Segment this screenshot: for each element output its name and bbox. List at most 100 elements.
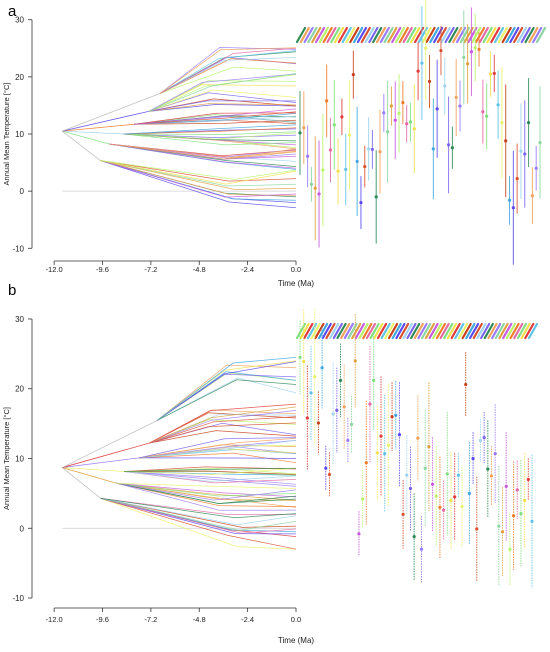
species-label-mark (349, 26, 360, 44)
species-label-mark (360, 26, 371, 44)
data-point (427, 79, 432, 84)
y-axis-label: Annual Mean Temperature [°C] (2, 407, 11, 510)
tree-branch (149, 430, 297, 444)
tree-branch (123, 132, 297, 140)
panel-letter-b: b (8, 282, 17, 299)
species-label-mark (501, 26, 512, 44)
data-point (416, 69, 420, 73)
tree-branch (116, 482, 297, 511)
tree-branch (148, 73, 297, 112)
species-label-mark (476, 322, 487, 340)
species-label-mark (379, 26, 390, 44)
tree-branch (124, 470, 297, 475)
species-label-mark (421, 322, 432, 340)
data-point (462, 55, 466, 60)
tree-branch (62, 93, 161, 132)
tree-branch (62, 467, 125, 472)
tree-branch (138, 452, 297, 464)
data-point (416, 436, 420, 440)
tree-branch (116, 482, 297, 504)
tree-branch (148, 80, 297, 112)
species-label-mark (375, 26, 387, 44)
tree-branch (156, 356, 297, 421)
species-label-mark (439, 322, 450, 340)
data-point (378, 150, 382, 154)
tree-branch (109, 143, 297, 169)
species-label-mark (369, 322, 380, 340)
data-point (511, 206, 515, 210)
species-label-mark (362, 322, 373, 340)
data-point (342, 405, 346, 409)
tree-branch (138, 437, 297, 459)
data-point (419, 547, 424, 551)
species-label-mark (520, 26, 531, 44)
tree-branch (116, 482, 297, 497)
tree-branch (159, 47, 297, 94)
data-point (412, 535, 416, 539)
data-point (320, 366, 324, 370)
tree-branch (138, 439, 297, 459)
data-point (481, 110, 485, 114)
tree-branch (156, 360, 297, 421)
tree-branch (148, 104, 297, 112)
tree-branch (100, 497, 297, 516)
species-label-mark (480, 322, 491, 340)
data-point (456, 473, 460, 477)
species-label-mark (351, 322, 362, 340)
tree-branch (124, 467, 297, 472)
species-label-mark (406, 26, 417, 44)
species-label-mark (410, 26, 421, 44)
data-point (359, 200, 363, 205)
data-point (475, 527, 479, 531)
panel-letter-a: a (8, 3, 17, 20)
species-label-mark (358, 322, 369, 340)
data-point (305, 416, 309, 420)
y-axis-label: Annual Mean Temperature [°C] (2, 83, 11, 186)
species-label-mark (417, 322, 428, 340)
species-label-mark (365, 322, 377, 340)
tree-branch (149, 412, 297, 444)
data-point (328, 148, 333, 152)
species-label-mark (306, 322, 318, 340)
data-point (478, 438, 483, 442)
data-point (526, 120, 531, 125)
data-point (363, 164, 367, 169)
data-point (449, 498, 453, 502)
tree-branch (124, 471, 297, 485)
species-label-mark (413, 322, 424, 340)
tree-branch (62, 130, 124, 135)
species-label-mark (383, 26, 394, 44)
data-point (473, 46, 477, 50)
data-point (434, 494, 438, 498)
species-label-mark (399, 322, 410, 340)
data-point (321, 168, 325, 172)
species-label-mark (454, 322, 465, 340)
data-point (349, 422, 354, 426)
data-point (492, 71, 496, 76)
data-point (420, 61, 424, 65)
panel-a: a -10 0 10 20 30 Annual Mean Temperature [°C]… (0, 0, 550, 300)
data-point (485, 114, 489, 118)
y-tick-label: -10 (12, 244, 24, 253)
data-point (338, 378, 343, 382)
data-point (401, 512, 405, 516)
species-label-mark (387, 26, 398, 44)
tree-branch (148, 89, 297, 112)
data-point (439, 48, 443, 53)
data-point (393, 118, 397, 122)
x-axis-label: Time (Ma) (278, 636, 314, 645)
tree-branch (159, 66, 297, 94)
data-point (466, 62, 470, 66)
species-label-mark (325, 322, 336, 340)
species-label-mark (402, 26, 413, 44)
tree-branch (100, 160, 297, 198)
data-point (493, 452, 497, 456)
data-point (340, 115, 344, 119)
species-label-mark (421, 26, 432, 44)
tree-branch (159, 58, 297, 94)
species-label-mark (373, 322, 384, 340)
tree-branch (124, 467, 297, 475)
x-tick-label: -12.0 (46, 615, 63, 624)
x-tick-label: -12.0 (46, 265, 63, 274)
data-point (386, 130, 390, 134)
